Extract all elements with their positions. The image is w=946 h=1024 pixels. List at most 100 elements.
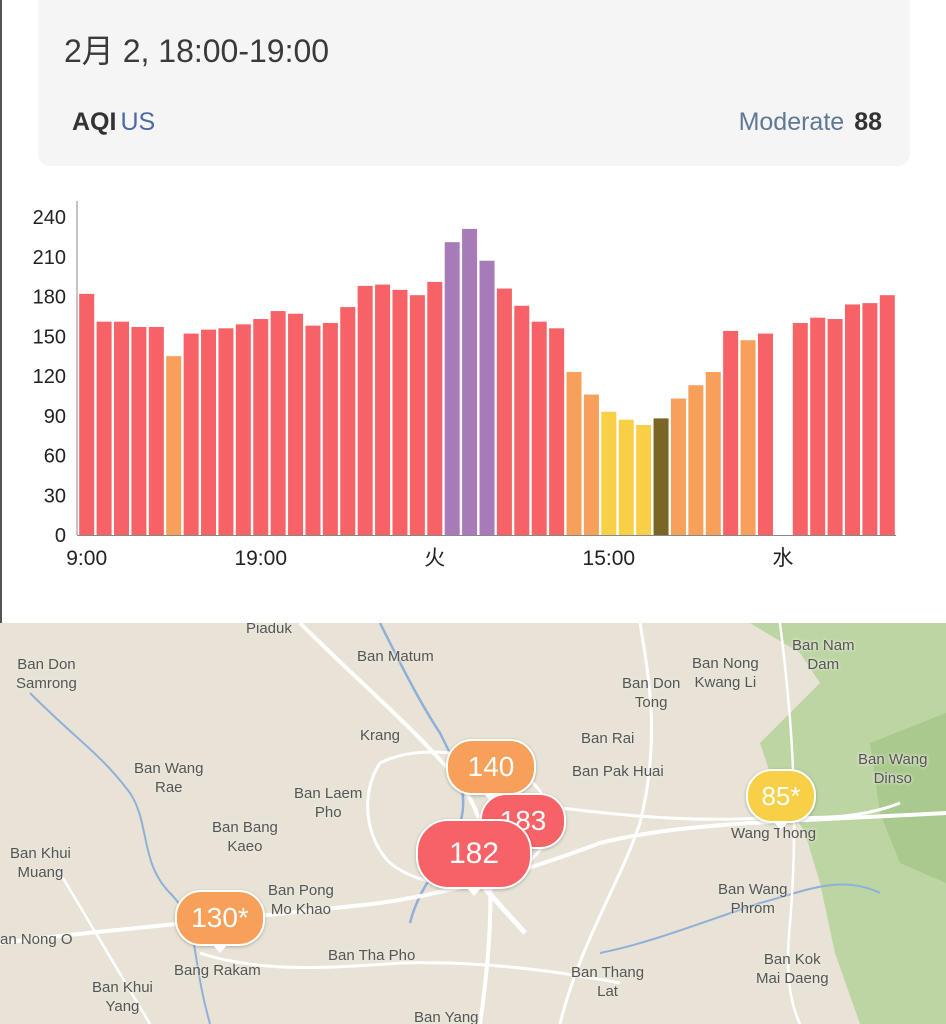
selected-time-range: 2月 2, 18:00-19:00 [64, 33, 330, 69]
aqi-bar[interactable] [148, 326, 164, 535]
forest-area-dark [870, 713, 946, 883]
aqi-bar[interactable] [444, 242, 460, 536]
aqi-bar[interactable] [618, 419, 634, 535]
road [778, 623, 802, 1024]
y-tick-label: 0 [55, 525, 66, 547]
aqi-bar[interactable] [688, 385, 704, 535]
aqi-bar[interactable] [879, 295, 895, 535]
aqi-bar[interactable] [357, 285, 373, 535]
road [478, 881, 527, 935]
aqi-station-marker[interactable]: 140 [446, 739, 536, 802]
aqi-bar[interactable] [462, 228, 478, 536]
aqi-bar[interactable] [340, 307, 356, 535]
aqi-bar[interactable] [549, 328, 565, 535]
aqi-bar[interactable] [740, 340, 756, 535]
aqi-bar[interactable] [131, 326, 147, 535]
aqi-bar[interactable] [235, 324, 251, 535]
place-label: Ban Tha Pho [328, 947, 416, 964]
aqi-bar[interactable] [636, 425, 652, 535]
place-label: Wang Thong [731, 825, 817, 842]
aqi-bar[interactable] [96, 321, 112, 535]
aqi-bar[interactable] [218, 328, 234, 535]
place-label: Ban Nam Dam [792, 637, 855, 673]
place-label: Ban Matum [357, 648, 434, 665]
aqi-bar[interactable] [514, 305, 530, 535]
x-tick-label: 水 [772, 547, 793, 570]
place-label: Ban Pong Mo Khao [268, 882, 334, 918]
aqi-bar[interactable] [670, 398, 686, 535]
aqi-bar[interactable] [653, 418, 669, 535]
aqi-bar[interactable] [114, 321, 130, 535]
aqi-bar[interactable] [427, 281, 443, 535]
aqi-bar[interactable] [305, 325, 321, 535]
place-label: Ban Wang Dinso [858, 751, 928, 787]
aqi-bar[interactable] [166, 356, 182, 535]
aqi-label-text: AQI [72, 108, 117, 136]
aqi-bar[interactable] [375, 284, 391, 535]
road [558, 623, 654, 1024]
aqi-bar[interactable] [531, 321, 547, 535]
road [199, 951, 621, 985]
aqi-bar[interactable] [792, 323, 808, 535]
place-label: Ban Wang Rae [134, 760, 204, 796]
forest-area [750, 623, 946, 1024]
x-tick-label: 15:00 [583, 547, 636, 570]
aqi-bar[interactable] [409, 295, 425, 535]
aqi-bar[interactable] [723, 330, 739, 535]
place-label: Ban Khui Muang [10, 845, 71, 881]
y-tick-label: 150 [33, 326, 66, 348]
place-label: Ban Wang Phrom [718, 881, 788, 917]
aqi-bar[interactable] [288, 313, 304, 535]
aqi-bar[interactable] [757, 333, 773, 535]
aqi-bar[interactable] [270, 311, 286, 535]
place-label: Ban Nong Kwang Li [692, 655, 759, 691]
aqi-bar[interactable] [496, 288, 512, 535]
aqi-bar[interactable] [322, 323, 338, 535]
place-label: Piaduk [246, 623, 292, 637]
aqi-bar[interactable] [844, 304, 860, 535]
place-label: Ban Laem Pho [294, 785, 363, 821]
place-label: Ban Pak Huai [572, 763, 664, 780]
x-tick-label: 9:00 [66, 547, 107, 570]
aqi-station-marker[interactable]: 182 [416, 819, 532, 896]
aqi-bar[interactable] [705, 372, 721, 535]
place-label: Ban Thang Lat [571, 964, 645, 1000]
aqi-bar[interactable] [183, 333, 199, 535]
aqi-bar[interactable] [810, 317, 826, 535]
place-label: Ban Don Tong [622, 675, 681, 711]
aqi-bar[interactable] [862, 303, 878, 535]
y-tick-label: 120 [33, 366, 66, 388]
aqi-bar[interactable] [583, 394, 599, 535]
river [29, 692, 211, 1024]
place-label: Ban Don Samrong [16, 656, 77, 692]
aqi-bar[interactable] [201, 329, 217, 535]
aqi-bar[interactable] [79, 293, 95, 535]
aqi-unit-toggle[interactable]: US [120, 108, 156, 136]
aqi-status-text: Moderate [738, 108, 845, 136]
place-label: Ban Kok Mai Daeng [756, 951, 829, 987]
place-label: an Nong O [0, 931, 73, 948]
aqi-bar[interactable] [253, 319, 269, 535]
place-label: Ban Yang [414, 1009, 479, 1024]
aqi-bar[interactable] [601, 411, 617, 535]
y-tick-label: 210 [33, 247, 66, 269]
aqi-value: 88 [854, 108, 882, 136]
aqi-station-marker[interactable]: 85* [746, 769, 816, 830]
y-tick-label: 90 [44, 406, 66, 428]
place-label: Bang Rakam [174, 962, 261, 979]
window-edge [0, 0, 2, 623]
aqi-label: AQI US [72, 108, 155, 137]
aqi-bar[interactable] [479, 260, 495, 535]
aqi-station-marker[interactable]: 130* [175, 890, 265, 953]
aqi-bar[interactable] [827, 319, 843, 535]
road [519, 801, 901, 821]
aqi-bar[interactable] [392, 289, 408, 535]
hourly-aqi-bar-chart[interactable]: 0 30 60 90 120 150 180 210 240 9:00 19:00 火 15:00 水 [0, 195, 946, 585]
aqi-map[interactable]: Piaduk Ban Matum Ban Don Samrong Ban Don… [0, 623, 946, 1024]
place-label: Ban Bang Kaeo [212, 819, 278, 855]
aqi-bar[interactable] [566, 372, 582, 535]
river [599, 883, 881, 954]
x-tick-label: 19:00 [234, 547, 287, 570]
place-label: Krang [360, 727, 401, 744]
road [58, 872, 152, 1024]
